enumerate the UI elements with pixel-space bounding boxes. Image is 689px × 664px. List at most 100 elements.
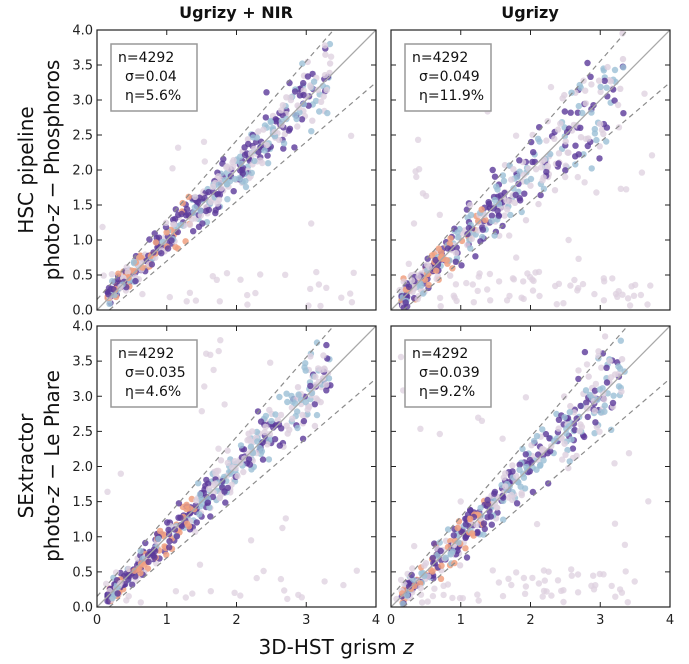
data-point — [323, 381, 330, 388]
data-point — [164, 245, 172, 252]
data-point — [482, 216, 489, 224]
data-point — [558, 587, 565, 595]
data-point — [530, 437, 538, 445]
data-point — [575, 367, 582, 374]
data-point — [581, 348, 589, 356]
data-point — [512, 132, 520, 139]
data-point — [467, 515, 474, 522]
data-point — [307, 382, 314, 390]
data-point — [495, 200, 503, 207]
data-point — [582, 100, 589, 107]
data-point — [503, 297, 511, 304]
data-point — [191, 204, 198, 211]
data-point — [513, 254, 520, 261]
data-point — [601, 77, 608, 85]
data-point — [264, 160, 272, 167]
data-point — [615, 383, 623, 390]
data-point — [174, 144, 182, 151]
data-point — [562, 451, 569, 458]
data-point — [268, 417, 275, 425]
data-point — [604, 63, 611, 71]
data-point — [516, 195, 523, 202]
data-point — [601, 278, 608, 285]
data-point — [572, 142, 579, 149]
data-point — [559, 456, 566, 463]
data-point — [535, 580, 543, 587]
data-point — [521, 190, 528, 197]
data-point — [171, 215, 179, 223]
data-point — [484, 496, 491, 504]
data-point — [481, 525, 488, 533]
data-point — [437, 547, 444, 555]
data-point — [528, 138, 535, 146]
data-point — [209, 493, 217, 501]
data-point — [207, 351, 214, 358]
data-point — [223, 270, 231, 277]
data-point — [455, 539, 462, 546]
stat-eta: η=5.6% — [125, 88, 181, 104]
data-point — [304, 73, 312, 80]
data-point — [489, 567, 496, 574]
data-point — [313, 411, 321, 419]
x-tick-label: 1 — [457, 613, 465, 628]
outlier-upper-line — [97, 326, 334, 597]
data-point — [294, 123, 301, 130]
data-point — [533, 520, 541, 528]
data-point — [169, 165, 176, 172]
data-point — [166, 538, 173, 545]
y-tick-label: 1.5 — [72, 199, 93, 214]
data-point — [547, 83, 555, 91]
data-point — [577, 124, 584, 131]
data-point — [638, 169, 646, 176]
data-point — [575, 151, 582, 158]
data-point — [199, 220, 206, 227]
data-point — [299, 411, 306, 419]
y-tick-label: 1.0 — [72, 234, 93, 249]
data-point — [255, 128, 262, 135]
data-point — [525, 165, 532, 172]
data-point — [501, 212, 508, 219]
data-point — [320, 352, 327, 359]
panels: 0.0 0.5 1.0 1.5 2.0 2.5 3.0 3.5 4.0 n=4292 σ=0.04 η… — [72, 24, 674, 629]
data-point — [405, 283, 413, 291]
data-point — [142, 539, 149, 547]
data-point — [567, 402, 574, 410]
data-point — [566, 409, 573, 416]
data-point — [166, 544, 173, 551]
data-point — [600, 396, 608, 403]
data-point — [299, 60, 306, 67]
data-point — [446, 240, 453, 247]
data-point — [518, 294, 525, 301]
data-point — [509, 496, 516, 504]
data-point — [291, 144, 298, 151]
data-point — [302, 367, 309, 374]
data-point — [417, 425, 424, 432]
data-point — [239, 166, 246, 174]
data-point — [539, 446, 547, 453]
data-point — [315, 378, 322, 386]
data-point — [648, 152, 656, 159]
data-point — [172, 588, 180, 595]
data-point — [244, 301, 251, 308]
data-point — [106, 300, 113, 307]
data-point — [479, 226, 487, 233]
data-point — [347, 132, 355, 139]
y-tick-label: 3.0 — [72, 94, 93, 109]
data-point — [522, 583, 530, 590]
stat-eta: η=11.9% — [419, 88, 484, 104]
data-point — [282, 271, 289, 278]
data-point — [619, 291, 626, 298]
data-point — [585, 135, 592, 142]
data-point — [568, 566, 575, 573]
data-point — [551, 187, 559, 194]
data-point — [139, 555, 146, 562]
data-point — [478, 206, 485, 213]
data-point — [260, 126, 267, 133]
data-point — [191, 193, 199, 201]
data-point — [104, 591, 112, 598]
data-point — [279, 524, 286, 532]
data-point — [418, 599, 426, 606]
data-point — [196, 511, 203, 518]
data-point — [510, 276, 518, 283]
